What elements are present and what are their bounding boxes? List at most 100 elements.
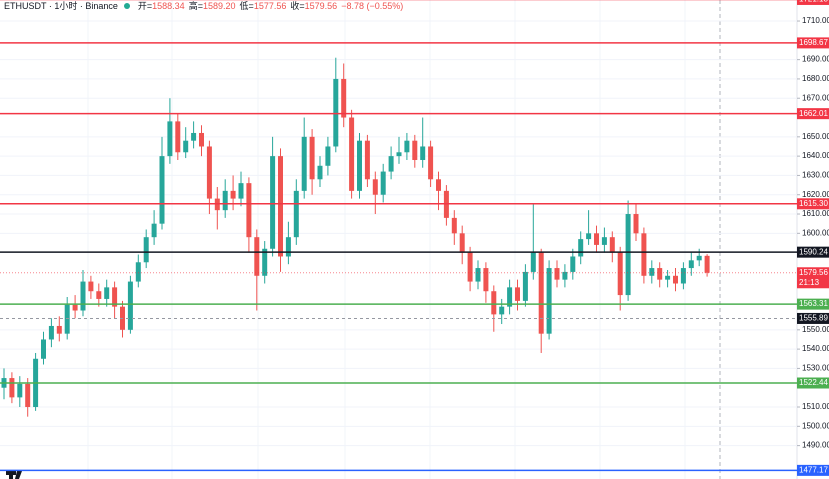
candle-body [238, 183, 244, 199]
candle-body [183, 140, 189, 153]
candle-body [17, 383, 23, 398]
candle-body [404, 140, 410, 153]
ohlc-label: 开 [137, 1, 147, 11]
level-label-box [797, 198, 829, 210]
candle-body [657, 268, 663, 280]
candle-body [594, 233, 599, 245]
candle-body [451, 217, 457, 234]
ohlc-value: 1579.56 [304, 1, 338, 11]
candle-body [554, 268, 560, 280]
candle-body [388, 156, 394, 172]
plot-area [0, 0, 797, 479]
current-price-label: 1579.56 [799, 268, 828, 277]
y-tick-label: 1670.00 [802, 93, 829, 102]
candle-body [483, 268, 489, 292]
candle-body [222, 190, 228, 211]
level-label: 1522.44 [799, 378, 828, 387]
tv-logo [6, 471, 22, 479]
level-label-box [797, 377, 829, 389]
level-label: 1698.67 [799, 38, 828, 47]
candle-body [372, 179, 378, 195]
candle-body [586, 233, 592, 240]
candle-body [515, 287, 520, 301]
ohlc-label: 高 [188, 1, 198, 11]
symbol: ETHUSDT · 1小时 · Binance [4, 1, 118, 11]
candle-body [396, 152, 402, 157]
level-label: 1590.24 [799, 247, 828, 256]
y-tick-label: 1650.00 [802, 132, 829, 141]
candle-body [459, 233, 465, 253]
candle-body [673, 275, 678, 284]
candle-body [151, 223, 157, 238]
candle-body [688, 260, 694, 269]
current-price-box [797, 267, 829, 289]
candle-body [507, 287, 513, 307]
candle-body [578, 239, 584, 257]
level-label-box [797, 37, 829, 49]
candle-body [278, 156, 283, 257]
candle-body [357, 140, 362, 191]
candle-body [420, 146, 426, 160]
candle-body [364, 140, 370, 180]
candle-body [104, 287, 110, 299]
candle-body [206, 146, 212, 199]
candle-body [609, 237, 615, 253]
candle-body [96, 291, 102, 299]
ohlc-value: 1577.56 [253, 1, 287, 11]
level-label: 1615.30 [799, 199, 828, 208]
candle-body [349, 117, 355, 191]
candle-body [546, 268, 552, 334]
candle-body [25, 383, 31, 408]
y-tick-label: 1600.00 [802, 228, 829, 237]
candle-body [143, 237, 149, 263]
candle-body [649, 268, 655, 276]
candle-body [270, 156, 276, 249]
y-tick-label: 1610.00 [802, 209, 829, 218]
y-tick-label: 1500.00 [802, 421, 829, 430]
candle-body [467, 252, 473, 282]
candle-body [254, 237, 260, 276]
candle-body [135, 262, 141, 282]
level-label-box [797, 108, 829, 120]
ohlc-label: 收 [290, 1, 300, 11]
candle-body [293, 190, 299, 238]
y-tick-label: 1550.00 [802, 325, 829, 334]
candle-body [475, 268, 481, 282]
y-tick-label: 1490.00 [802, 441, 829, 450]
level-label: 1563.31 [799, 299, 828, 308]
candle-body [436, 179, 441, 191]
y-tick-label: 1680.00 [802, 74, 829, 83]
candle-body [617, 252, 623, 296]
y-tick-label: 1640.00 [802, 151, 829, 160]
candle-body [72, 304, 78, 311]
candle-body [309, 136, 315, 180]
candle-body [625, 214, 631, 296]
status-dot [123, 3, 130, 9]
candle-body [262, 248, 268, 276]
ohlc-label: 低 [239, 1, 249, 11]
level-label-box [797, 298, 829, 310]
candle-body [325, 146, 331, 166]
y-tick-label: 1630.00 [802, 171, 829, 180]
candle-body [80, 281, 86, 311]
change: −8.78 (−0.55%) [341, 1, 404, 11]
candle-body [159, 156, 165, 224]
candle-body [341, 78, 347, 118]
candle-body [230, 190, 236, 199]
countdown: 21:13 [799, 278, 820, 287]
ohlc-value: 1588.34 [152, 1, 185, 11]
candle-body [633, 214, 639, 234]
candle-body [317, 165, 323, 180]
candle-body [665, 275, 671, 280]
candle-body [696, 255, 702, 261]
candle-body [680, 268, 686, 284]
candle-body [538, 252, 544, 334]
candle-body [704, 255, 710, 273]
logo-shape [6, 471, 22, 479]
candle-body [199, 132, 204, 147]
level-label: 1477.17 [799, 465, 828, 474]
candle-body [499, 306, 505, 315]
candle-body [175, 121, 181, 153]
